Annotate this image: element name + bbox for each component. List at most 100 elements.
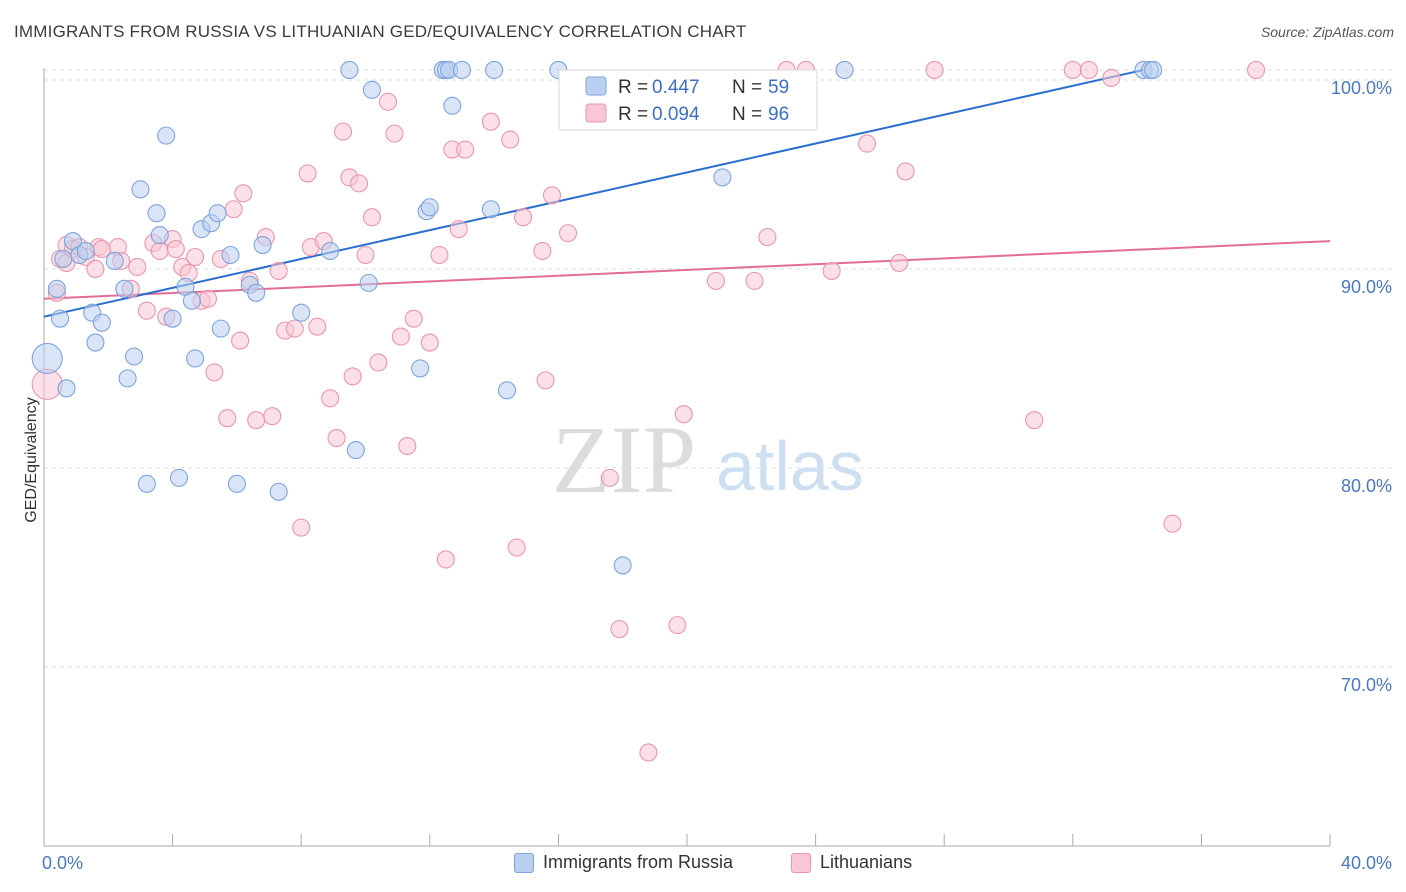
- russia-point: [411, 359, 430, 378]
- lithuanians-point: [369, 353, 388, 372]
- lithuanians-point: [92, 239, 111, 259]
- lithuanians-point: [292, 518, 311, 537]
- russia-point: [1144, 60, 1163, 79]
- russia-point: [269, 482, 288, 501]
- lithuanians-point: [398, 436, 417, 456]
- lithuanians-point: [507, 538, 526, 557]
- lithuanians-point: [391, 327, 410, 346]
- lithuanians-point: [404, 309, 423, 328]
- lithuanians-point: [205, 363, 224, 382]
- stats-n-value-pink: 96: [768, 104, 789, 125]
- lithuanians-point: [706, 271, 725, 290]
- lithuanians-point: [356, 245, 375, 265]
- lithuanians-point: [247, 411, 266, 430]
- lithuanians-point: [327, 429, 346, 448]
- russia-point: [362, 80, 381, 99]
- watermark-atlas: atlas: [716, 427, 864, 505]
- russia-point: [211, 319, 230, 338]
- lithuanians-point: [321, 389, 340, 408]
- lithuanians-point: [1102, 68, 1121, 87]
- y-tick-labels: 70.0% 80.0% 90.0% 100.0%: [1331, 78, 1392, 695]
- russia-point: [150, 226, 169, 245]
- lithuanians-point: [533, 241, 552, 261]
- lithuanians-point: [218, 409, 237, 428]
- lithuanians-point: [333, 122, 353, 141]
- source-credit: Source: ZipAtlas.com: [1260, 24, 1394, 40]
- lithuanians-point: [1079, 60, 1098, 79]
- lithuanians-point: [234, 184, 253, 203]
- lithuanians-point: [308, 317, 327, 336]
- russia-point: [221, 245, 240, 265]
- lithuanians-point: [430, 245, 449, 265]
- russia-point: [227, 474, 246, 493]
- x-tick-label: 40.0%: [1341, 853, 1392, 873]
- russia-point: [186, 349, 205, 368]
- lithuanians-point: [198, 289, 218, 308]
- lithuanians-point: [285, 319, 304, 338]
- lithuanians-point: [536, 371, 555, 390]
- lithuanians-point: [186, 247, 205, 267]
- lithuanians-point: [822, 261, 841, 280]
- stats-legend-swatch-blue: [585, 76, 607, 96]
- y-tick-label: 90.0%: [1341, 277, 1392, 297]
- russia-point: [157, 126, 176, 145]
- stats-r-value-blue: 0.447: [652, 77, 700, 98]
- lithuanians-point: [166, 239, 185, 259]
- russia-point: [340, 60, 359, 79]
- russia-point: [613, 556, 632, 575]
- y-tick-label: 70.0%: [1341, 675, 1392, 695]
- lithuanians-point: [449, 220, 468, 239]
- lithuanians-point: [420, 333, 439, 352]
- russia-point: [169, 468, 189, 487]
- lithuanians-point: [745, 271, 764, 290]
- lithuanians-point: [1063, 60, 1082, 79]
- russia-points: [31, 60, 1163, 575]
- lithuanians-point: [610, 620, 629, 639]
- lithuanians-point: [385, 124, 404, 143]
- lithuanians-point: [350, 174, 369, 193]
- lithuanians-point: [1025, 411, 1044, 430]
- russia-point: [131, 180, 150, 199]
- x-tick-label: 0.0%: [42, 853, 83, 873]
- russia-point: [118, 369, 137, 388]
- lithuanians-point: [269, 261, 288, 280]
- legend-label-russia: Immigrants from Russia: [543, 852, 734, 872]
- russia-point: [76, 241, 95, 261]
- lithuanians-point: [857, 134, 877, 153]
- lithuanians-point: [890, 253, 909, 273]
- lithuanians-point: [925, 60, 944, 79]
- lithuanians-point: [758, 228, 777, 247]
- lithuanians-point: [137, 301, 156, 320]
- lithuanians-point: [224, 200, 243, 219]
- stats-n-label-blue: N =: [732, 77, 762, 98]
- russia-point: [321, 241, 340, 261]
- y-axis-label: GED/Equivalency: [23, 397, 40, 522]
- lithuanians-point: [231, 331, 250, 350]
- y-tick-label: 80.0%: [1341, 476, 1392, 496]
- russia-point: [247, 283, 266, 302]
- lithuanians-point: [128, 257, 147, 276]
- russia-point: [420, 198, 439, 217]
- russia-point: [137, 474, 156, 493]
- legend-item-lithuanians: Lithuanians: [791, 852, 912, 873]
- russia-point: [182, 291, 201, 310]
- russia-point: [47, 279, 66, 298]
- lithuanians-point: [1163, 514, 1182, 533]
- stats-r-value-pink: 0.094: [652, 104, 700, 125]
- legend-label-lithuanians: Lithuanians: [820, 852, 913, 872]
- russia-point: [208, 204, 227, 223]
- russia-point: [835, 60, 854, 79]
- stats-r-label-blue: R =: [618, 77, 648, 98]
- russia-point: [346, 440, 365, 460]
- russia-point: [54, 249, 73, 269]
- russia-point: [92, 313, 111, 332]
- grid-lines: [44, 69, 1392, 668]
- stats-legend: R = 0.447 N = 59 R = 0.094 N = 96: [558, 69, 818, 131]
- stats-n-value-blue: 59: [768, 77, 789, 98]
- lithuanians-point: [263, 407, 282, 426]
- russia-point: [31, 342, 63, 375]
- lithuanians-point: [501, 130, 520, 149]
- stats-legend-swatch-pink: [585, 103, 607, 123]
- x-tick-labels: 0.0% 40.0%: [42, 853, 1392, 873]
